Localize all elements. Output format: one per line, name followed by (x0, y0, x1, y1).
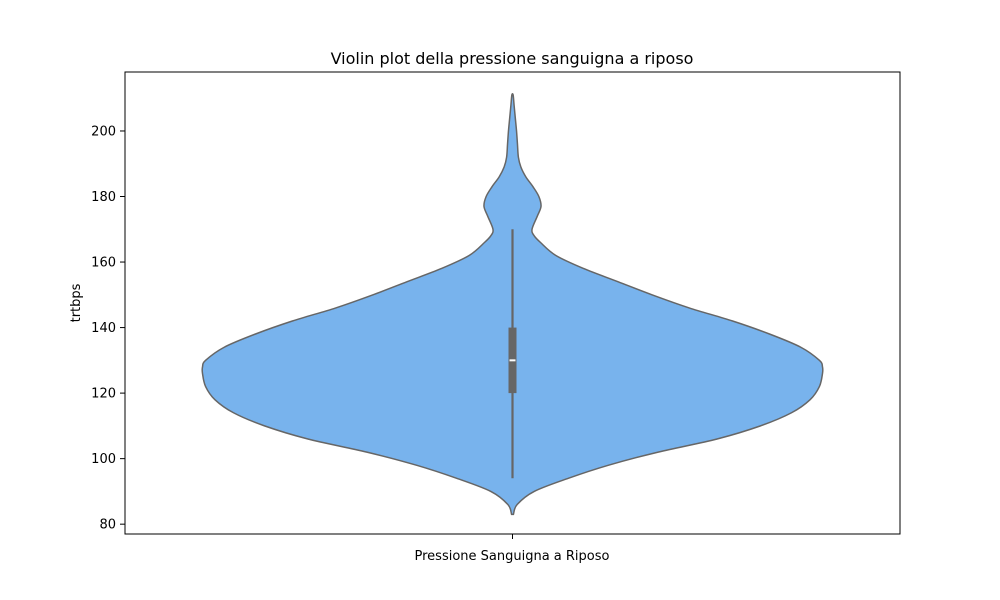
chart-title: Violin plot della pressione sanguigna a … (331, 49, 694, 68)
y-tick-label: 160 (91, 256, 116, 271)
y-tick-label: 200 (91, 124, 116, 139)
y-tick-label: 140 (91, 321, 116, 336)
y-tick-label: 80 (99, 518, 116, 533)
y-tick-label: 180 (91, 190, 116, 205)
x-tick-label: Pressione Sanguigna a Riposo (415, 549, 610, 564)
y-tick-label: 120 (91, 387, 116, 402)
y-tick-label: 100 (91, 452, 116, 467)
y-axis: 80 100 120 140 160 180 200 (91, 124, 125, 533)
plot-area (201, 92, 824, 516)
y-axis-label: trtbps (69, 283, 84, 322)
